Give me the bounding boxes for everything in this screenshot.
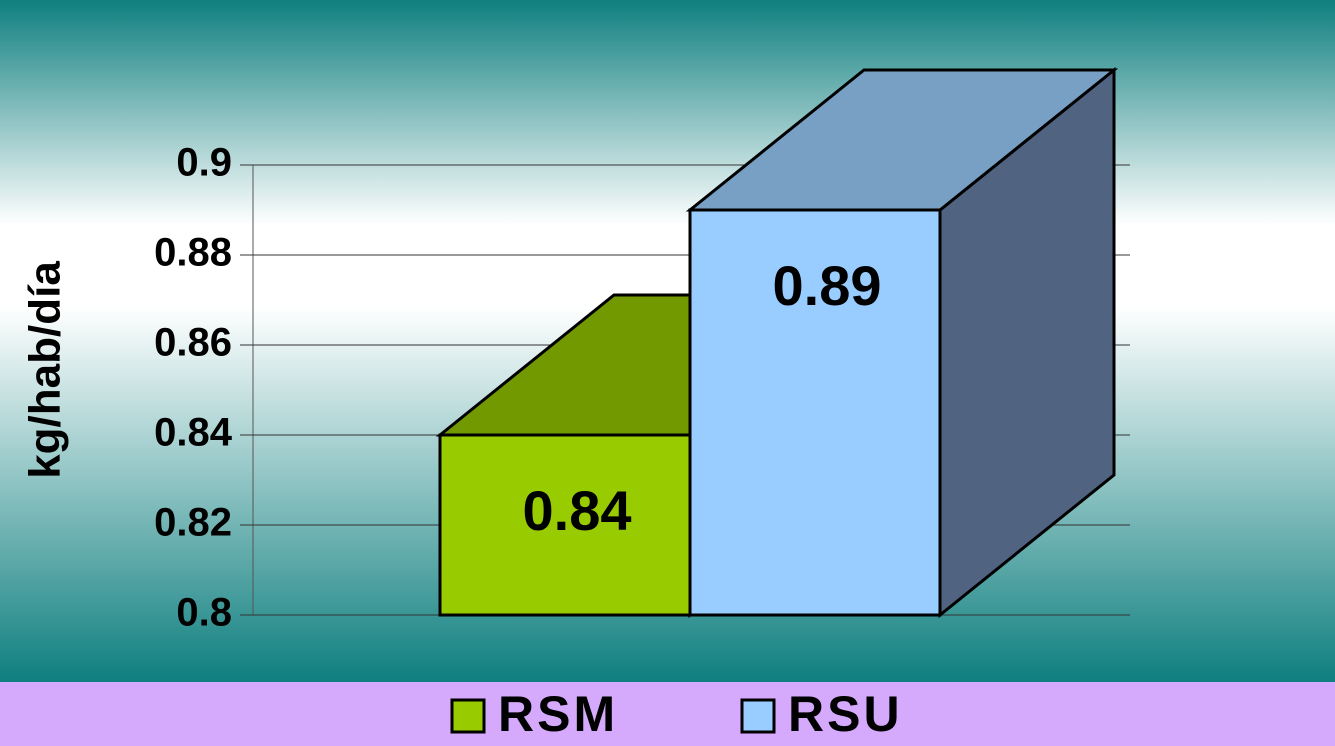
y-tick-label: 0.8: [176, 591, 232, 635]
legend-swatch: [450, 698, 486, 734]
y-tick-label: 0.82: [154, 501, 232, 545]
y-tick-label: 0.84: [154, 411, 233, 455]
bar: [688, 208, 942, 617]
y-tick-label: 0.86: [154, 321, 232, 365]
value-label: 0.84: [523, 479, 632, 542]
value-label: 0.89: [773, 254, 882, 317]
y-axis-label: kg/hab/día: [21, 261, 70, 479]
y-tick-label: 0.88: [154, 231, 232, 275]
legend-swatch: [740, 698, 776, 734]
legend-label: RSM: [498, 686, 618, 742]
legend-label: RSU: [788, 686, 903, 742]
y-tick-label: 0.9: [176, 141, 232, 185]
legend-band: [0, 682, 1335, 746]
